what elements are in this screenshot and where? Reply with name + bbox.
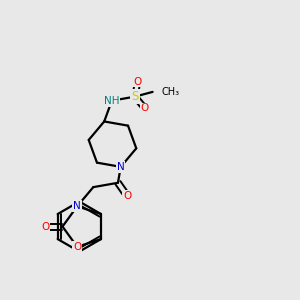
Text: S: S <box>131 90 139 103</box>
Text: O: O <box>123 191 131 201</box>
Text: O: O <box>41 222 50 232</box>
Text: CH₃: CH₃ <box>161 87 180 97</box>
Text: O: O <box>134 76 142 86</box>
Text: NH: NH <box>104 96 119 106</box>
Text: O: O <box>141 103 149 113</box>
Text: N: N <box>117 162 124 172</box>
Text: O: O <box>73 242 81 252</box>
Text: N: N <box>73 201 81 211</box>
